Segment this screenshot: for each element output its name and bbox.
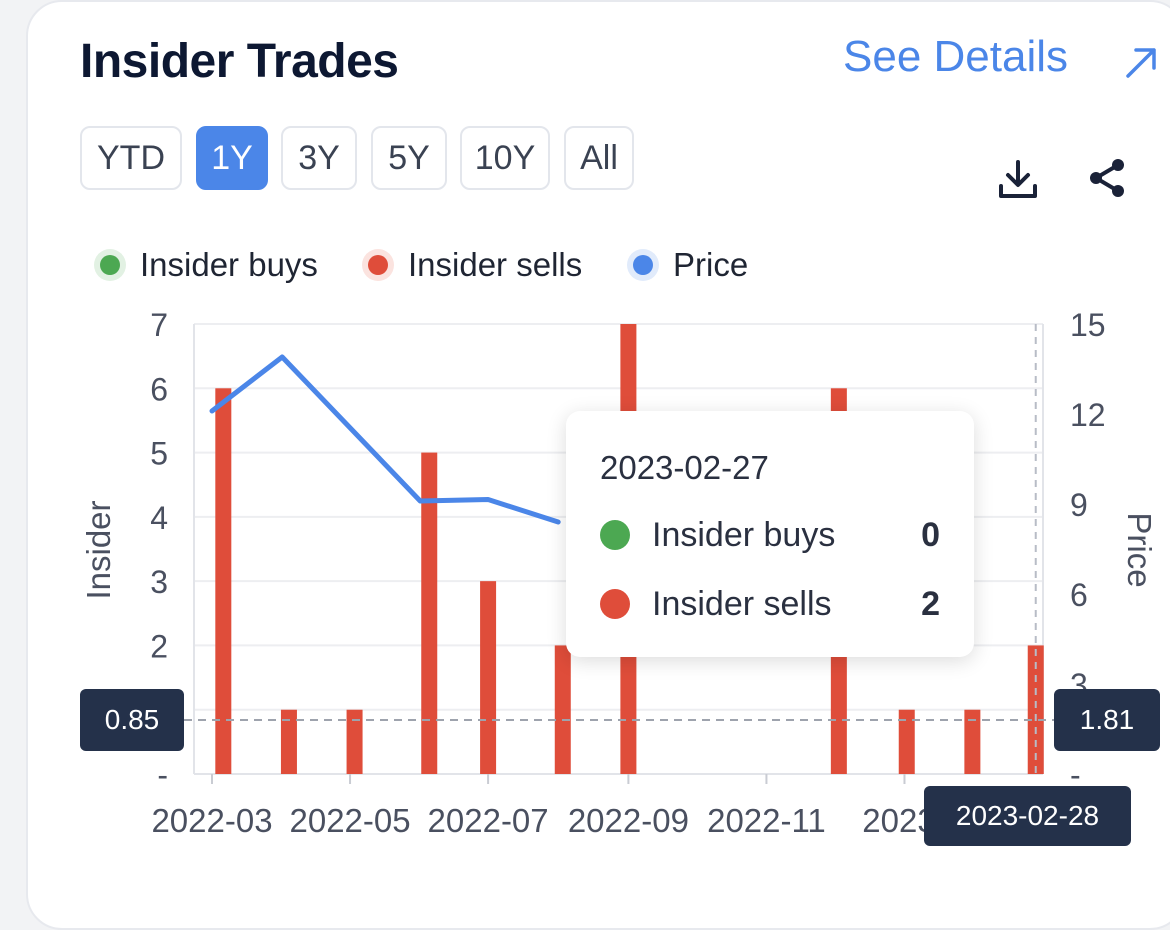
y-left-tick-label: 7 [150, 307, 168, 343]
see-details-link[interactable]: See Details [843, 32, 1069, 81]
bar-insider-sells [215, 388, 232, 774]
y-left-tick-label: 6 [150, 371, 168, 407]
legend-insider-sells[interactable]: Insider sells [368, 243, 582, 287]
bar-insider-sells [964, 709, 981, 774]
bar-insider-sells [421, 452, 438, 774]
x-tick-label: 2022-07 [428, 802, 549, 839]
legend-dot-price [633, 255, 653, 275]
bar-insider-sells [346, 709, 363, 774]
x-tick-label: 2022-11 [707, 802, 826, 839]
legend-label-sells: Insider sells [408, 246, 583, 283]
tooltip-dot-buys [600, 520, 630, 550]
tooltip-label-buys: Insider buys [652, 515, 836, 554]
legend-dot-sells [368, 255, 388, 275]
y-right-tick-label: 12 [1070, 397, 1106, 433]
bar-insider-sells [280, 709, 297, 774]
y-right-tick-label: 9 [1070, 487, 1088, 523]
chart-tooltip: 2023-02-27 Insider buys 0 Insider sells … [566, 411, 974, 657]
price-line [209, 354, 561, 525]
y-left-tick-label: 3 [150, 564, 168, 600]
y-left-tick-label: - [157, 757, 168, 793]
range-button-10y[interactable]: 10Y [460, 126, 550, 190]
legend-insider-buys[interactable]: Insider buys [100, 243, 318, 287]
y-right-tick-label: 6 [1070, 577, 1088, 613]
tooltip-value-buys: 0 [921, 515, 940, 554]
crosshair-right-badge: 1.81 [1054, 689, 1160, 751]
card-title: Insider Trades [80, 35, 399, 88]
range-button-ytd[interactable]: YTD [80, 126, 182, 190]
range-button-1y[interactable]: 1Y [196, 126, 268, 190]
tooltip-row-sells: Insider sells 2 [600, 584, 940, 624]
external-arrow-icon[interactable] [1122, 42, 1162, 82]
range-button-all[interactable]: All [564, 126, 634, 190]
y-left-tick-label: 5 [150, 436, 168, 472]
tooltip-value-sells: 2 [921, 584, 940, 623]
legend-label-buys: Insider buys [140, 246, 318, 283]
legend-dot-buys [100, 255, 120, 275]
range-button-5y[interactable]: 5Y [371, 126, 447, 190]
y-right-axis-title: Price [1121, 512, 1158, 587]
x-tick-label: 2022-05 [289, 802, 410, 839]
x-tick-label: 2022-03 [151, 802, 272, 839]
tooltip-date: 2023-02-27 [600, 449, 769, 486]
share-icon[interactable] [1084, 154, 1132, 202]
x-tick-label: 2022-09 [568, 802, 689, 839]
y-right-tick-label: - [1070, 757, 1081, 793]
bar-insider-sells [1027, 645, 1044, 774]
tooltip-row-buys: Insider buys 0 [600, 515, 940, 555]
bar-insider-sells [480, 581, 497, 774]
y-left-tick-label: 4 [150, 500, 168, 536]
crosshair-left-badge: 0.85 [80, 689, 184, 751]
y-left-axis-title: Insider [80, 500, 117, 599]
legend-price[interactable]: Price [633, 243, 748, 287]
bar-insider-sells [554, 645, 571, 774]
tooltip-label-sells: Insider sells [652, 584, 832, 623]
legend-label-price: Price [673, 246, 749, 283]
y-right-tick-label: 15 [1070, 307, 1106, 343]
tooltip-dot-sells [600, 589, 630, 619]
range-button-3y[interactable]: 3Y [281, 126, 357, 190]
y-left-tick-label: 2 [150, 628, 168, 664]
bar-insider-sells [898, 709, 915, 774]
download-icon[interactable] [994, 156, 1042, 204]
crosshair-x-badge: 2023-02-28 [924, 786, 1131, 846]
